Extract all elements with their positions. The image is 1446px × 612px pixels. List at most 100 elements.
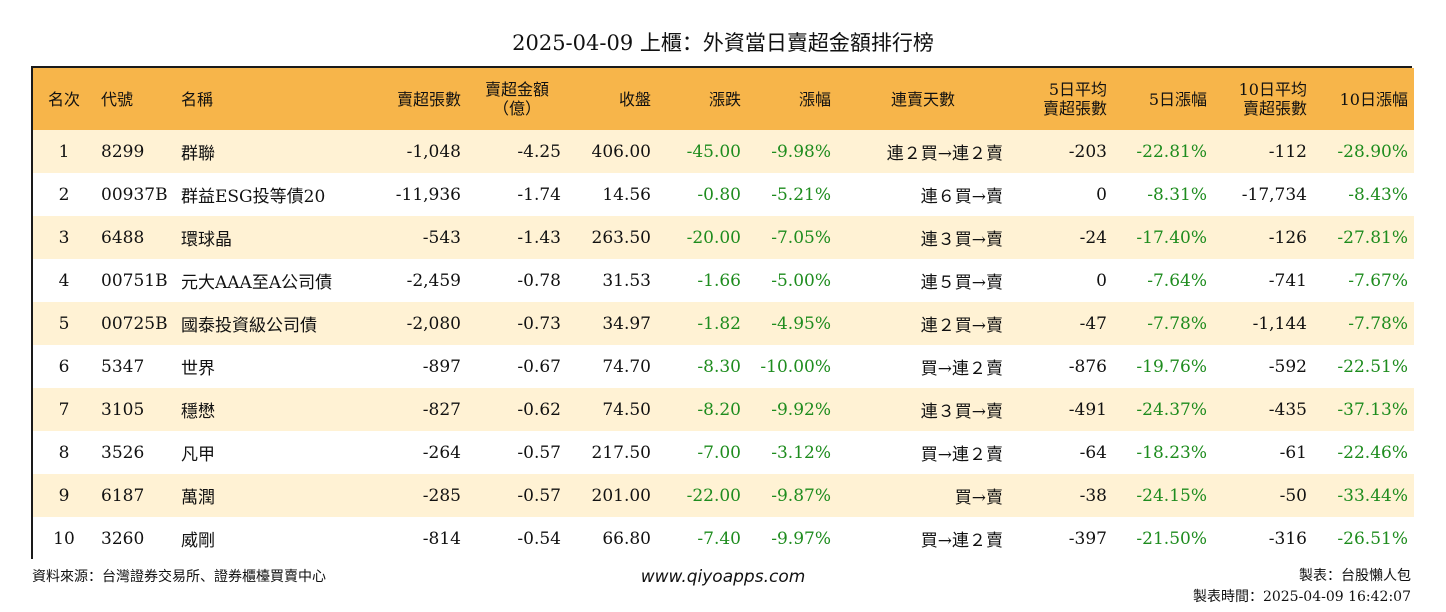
cell-sell-streak: 連６買→賣 [920, 187, 1003, 207]
col-header-5d-avg-sell: 5日平均 賣超張數 [1042, 80, 1107, 118]
cell-net-sell-amount: -0.78 [517, 270, 561, 291]
cell-5d-change: -7.64% [1147, 270, 1207, 291]
cell-change: -0.80 [697, 184, 741, 205]
cell-net-sell-lots: -2,459 [406, 270, 461, 291]
cell-change: -22.00 [686, 485, 741, 506]
cell-name: 威剛 [181, 531, 215, 551]
cell-change-pct: -9.87% [771, 485, 831, 506]
cell-name: 世界 [181, 359, 215, 379]
cell-code: 6187 [101, 485, 145, 506]
cell-5d-avg-sell: -24 [1079, 227, 1107, 248]
cell-net-sell-amount: -0.57 [517, 485, 561, 506]
cell-net-sell-lots: -285 [422, 485, 461, 506]
cell-change-pct: -5.21% [771, 184, 831, 205]
cell-rank: 4 [58, 270, 70, 291]
table-row: 3 6488 環球晶 -543 -1.43 263.50 -20.00 -7.05% 連３買→賣… [33, 216, 1414, 259]
cell-5d-avg-sell: 0 [1096, 270, 1107, 291]
cell-5d-avg-sell: -491 [1068, 399, 1107, 420]
table-row: 10 3260 威剛 -814 -0.54 66.80 -7.40 -9.97% 買→連２賣 -3… [33, 517, 1414, 560]
cell-name: 群益ESG投等債20 [181, 187, 326, 207]
cell-sell-streak: 連５買→賣 [920, 273, 1003, 293]
cell-5d-change: -18.23% [1136, 442, 1207, 463]
cell-name: 萬潤 [181, 488, 215, 508]
col-header-close: 收盤 [618, 89, 651, 109]
cell-10d-change: -7.67% [1348, 270, 1408, 291]
cell-code: 5347 [101, 356, 145, 377]
cell-name: 凡甲 [181, 445, 215, 465]
cell-sell-streak: 連２買→連２賣 [886, 144, 1003, 164]
cell-rank: 3 [58, 227, 70, 248]
cell-change: -8.30 [697, 356, 741, 377]
cell-close: 263.50 [591, 227, 651, 248]
cell-change: -7.00 [697, 442, 741, 463]
cell-code: 3526 [101, 442, 145, 463]
table-row: 9 6187 萬潤 -285 -0.57 201.00 -22.00 -9.87% 買→賣 -38… [33, 474, 1414, 517]
col-header-change-pct: 漲幅 [798, 89, 831, 109]
cell-5d-avg-sell: -876 [1068, 356, 1107, 377]
cell-10d-change: -26.51% [1337, 528, 1408, 549]
cell-5d-avg-sell: -47 [1079, 313, 1107, 334]
cell-code: 00751B [101, 270, 168, 291]
cell-change: -1.66 [697, 270, 741, 291]
ranking-table: 名次 代號 名稱 賣超張數 賣超金額 （億） 收盤 漲跌 漲幅 連賣天數 5日平… [31, 66, 1414, 560]
col-header-name: 名稱 [181, 89, 214, 109]
cell-change-pct: -3.12% [771, 442, 831, 463]
cell-sell-streak: 連２買→賣 [920, 316, 1003, 336]
cell-change: -1.82 [697, 313, 741, 334]
cell-5d-avg-sell: -203 [1068, 141, 1107, 162]
cell-5d-change: -7.78% [1147, 313, 1207, 334]
cell-sell-streak: 連３買→賣 [920, 230, 1003, 250]
cell-rank: 6 [58, 356, 70, 377]
cell-name: 環球晶 [181, 230, 232, 250]
cell-rank: 2 [58, 184, 70, 205]
cell-sell-streak: 買→連２賣 [920, 359, 1003, 379]
cell-rank: 1 [58, 141, 70, 162]
cell-10d-avg-sell: -592 [1268, 356, 1307, 377]
cell-net-sell-amount: -1.74 [517, 184, 561, 205]
cell-5d-avg-sell: -64 [1079, 442, 1107, 463]
cell-change-pct: -9.98% [771, 141, 831, 162]
cell-close: 34.97 [602, 313, 651, 334]
cell-net-sell-amount: -0.62 [517, 399, 561, 420]
cell-net-sell-lots: -2,080 [406, 313, 461, 334]
cell-name: 穩懋 [181, 402, 215, 422]
cell-change-pct: -9.92% [771, 399, 831, 420]
cell-sell-streak: 買→賣 [954, 488, 1003, 508]
cell-change-pct: -7.05% [771, 227, 831, 248]
table-row: 1 8299 群聯 -1,048 -4.25 406.00 -45.00 -9.98% 連２買→… [33, 130, 1414, 173]
cell-code: 00725B [101, 313, 168, 334]
cell-10d-avg-sell: -435 [1268, 399, 1307, 420]
cell-close: 31.53 [602, 270, 651, 291]
cell-net-sell-lots: -11,936 [395, 184, 461, 205]
cell-close: 406.00 [591, 141, 651, 162]
cell-change: -20.00 [686, 227, 741, 248]
cell-10d-change: -33.44% [1337, 485, 1408, 506]
col-header-10d-change: 10日漲幅 [1339, 89, 1408, 109]
cell-change-pct: -9.97% [771, 528, 831, 549]
cell-net-sell-amount: -0.73 [517, 313, 561, 334]
cell-10d-avg-sell: -1,144 [1252, 313, 1307, 334]
cell-rank: 9 [58, 485, 70, 506]
cell-net-sell-lots: -1,048 [406, 141, 461, 162]
cell-rank: 10 [53, 528, 75, 549]
cell-code: 6488 [101, 227, 145, 248]
cell-change: -7.40 [697, 528, 741, 549]
cell-close: 74.70 [602, 356, 651, 377]
footer-credits: 製表：台股懶人包 製表時間：2025-04-09 16:42:07 [1193, 566, 1411, 608]
made-time-note: 製表時間：2025-04-09 16:42:07 [1192, 589, 1411, 605]
cell-10d-avg-sell: -112 [1268, 141, 1307, 162]
cell-10d-avg-sell: -50 [1279, 485, 1307, 506]
cell-10d-change: -22.46% [1337, 442, 1408, 463]
cell-5d-avg-sell: -397 [1068, 528, 1107, 549]
table-row: 8 3526 凡甲 -264 -0.57 217.50 -7.00 -3.12% 買→連２賣 -6… [33, 431, 1414, 474]
cell-close: 14.56 [602, 184, 651, 205]
cell-rank: 7 [58, 399, 70, 420]
cell-net-sell-lots: -814 [422, 528, 461, 549]
website-link[interactable]: www.qiyoapps.com [640, 567, 806, 587]
cell-name: 國泰投資級公司債 [181, 316, 317, 336]
cell-close: 74.50 [602, 399, 651, 420]
cell-10d-avg-sell: -126 [1268, 227, 1307, 248]
cell-10d-change: -27.81% [1337, 227, 1408, 248]
cell-change-pct: -4.95% [771, 313, 831, 334]
col-header-rank: 名次 [47, 89, 80, 109]
